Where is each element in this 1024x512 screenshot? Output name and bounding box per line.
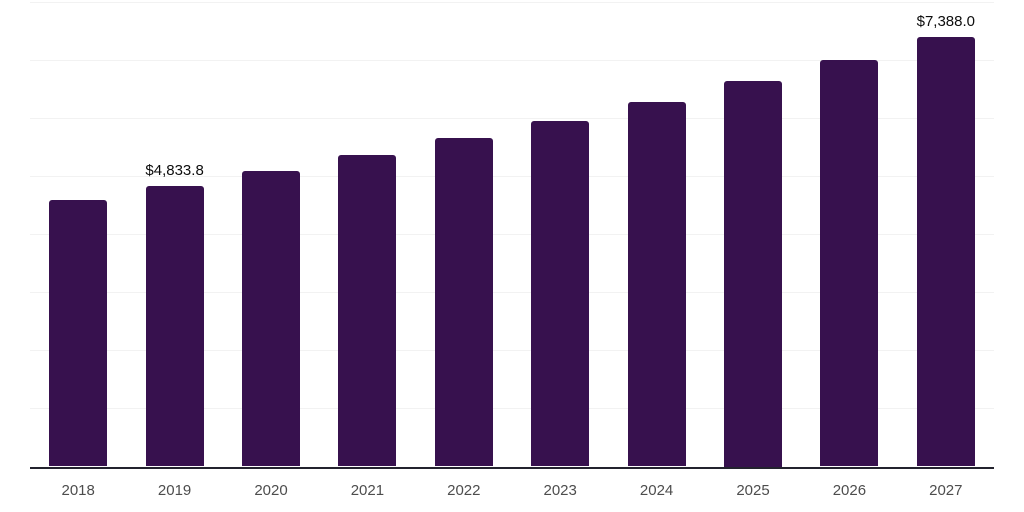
x-axis-line [30,466,994,469]
bar-2025[interactable] [724,81,782,467]
x-tick-label-2018: 2018 [61,482,95,499]
gridline [30,408,994,410]
bar-2027[interactable] [916,37,975,467]
bar-2020[interactable] [242,170,300,467]
gridline [30,175,994,177]
gridline [30,1,994,3]
x-tick-label-2022: 2022 [447,482,481,499]
x-tick-label-2019: 2019 [157,482,192,499]
bar-value-label-2027: $7,388.0 [916,13,975,31]
gridline [30,234,994,235]
x-tick-label-2026: 2026 [832,482,867,499]
bar-2023[interactable] [531,120,590,467]
gridline [30,59,994,61]
x-tick-label-2023: 2023 [543,482,577,499]
bar-2024[interactable] [627,101,686,467]
gridline [30,350,994,352]
gridline [30,292,994,294]
bar-value-label-2019: $4,833.8 [145,161,204,179]
bar-2026[interactable] [820,59,879,467]
x-tick-label-2024: 2024 [639,482,674,499]
x-tick-label-2020: 2020 [254,482,288,499]
bar-2021[interactable] [338,154,397,467]
bar-2022[interactable] [434,138,493,467]
gridline [30,117,994,119]
x-tick-label-2025: 2025 [736,482,770,499]
bar-2019[interactable] [145,185,204,467]
x-tick-label-2021: 2021 [350,482,385,499]
bar-2018[interactable] [49,199,108,467]
x-tick-label-2027: 2027 [929,482,963,499]
